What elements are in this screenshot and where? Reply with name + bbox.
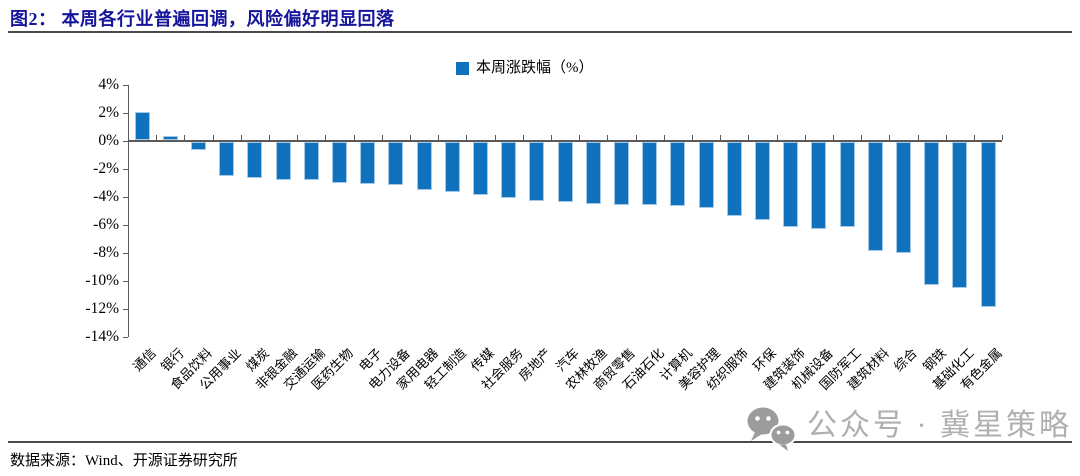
y-axis-label: -10% — [85, 272, 119, 289]
x-axis-tick — [381, 135, 383, 140]
x-axis-tick — [353, 135, 355, 140]
bar — [303, 142, 319, 180]
bar — [247, 142, 263, 179]
x-axis-tick — [522, 135, 524, 140]
y-axis-label: -12% — [85, 300, 119, 317]
x-axis-label: 综合 — [891, 345, 921, 375]
y-axis-tick — [123, 169, 128, 170]
y-axis-tick — [123, 309, 128, 310]
bar — [191, 142, 206, 151]
x-axis-tick — [156, 135, 158, 140]
x-axis-tick — [410, 135, 411, 140]
y-axis-label: -8% — [93, 244, 119, 261]
y-axis-tick — [123, 253, 128, 254]
bar — [416, 142, 432, 190]
x-axis-tick — [720, 135, 722, 140]
bar — [783, 142, 799, 228]
x-axis-tick — [663, 135, 665, 140]
x-axis-tick — [269, 135, 270, 140]
bar — [839, 142, 855, 228]
bar — [867, 142, 883, 252]
y-axis-tick — [123, 113, 128, 114]
y-axis-label: 2% — [98, 104, 119, 121]
bar — [755, 142, 770, 221]
y-axis-tick — [123, 197, 128, 198]
y-axis-label: -2% — [93, 160, 119, 177]
y-axis-label: -4% — [93, 188, 119, 205]
bar — [162, 135, 178, 140]
legend-label: 本周涨跌幅（%） — [476, 60, 594, 76]
bar — [501, 142, 517, 198]
x-axis-tick — [494, 135, 496, 140]
footer-divider — [8, 441, 1072, 443]
bar — [585, 142, 601, 204]
x-axis-tick — [692, 135, 693, 140]
x-axis-tick — [804, 135, 806, 140]
y-axis-tick — [123, 337, 128, 338]
bar — [726, 142, 742, 217]
wechat-icon — [747, 407, 797, 451]
y-axis-line — [128, 85, 129, 337]
x-axis-tick — [184, 135, 186, 140]
x-axis-tick — [240, 135, 242, 140]
figure-title: 图2： 本周各行业普遍回调，风险偏好明显回落 — [10, 9, 395, 29]
x-axis-tick — [579, 135, 581, 140]
bar — [614, 142, 629, 205]
legend-swatch — [456, 62, 469, 75]
bar — [473, 142, 488, 196]
y-axis-label: 4% — [98, 76, 119, 93]
bar — [557, 142, 573, 203]
x-axis-tick — [635, 135, 637, 140]
bar — [388, 142, 404, 186]
x-axis-tick — [551, 135, 552, 140]
x-axis-tick — [297, 135, 299, 140]
x-axis-tick — [861, 135, 863, 140]
x-axis-tick — [438, 135, 440, 140]
chart-legend: 本周涨跌幅（%） — [456, 61, 594, 76]
bar — [811, 142, 827, 229]
bar — [219, 142, 235, 176]
y-axis-label: -14% — [85, 328, 119, 345]
y-axis-label: -6% — [93, 216, 119, 233]
watermark: 公众号 · 冀星策略 — [746, 406, 1072, 452]
x-axis-label: 通信 — [130, 345, 160, 375]
x-axis-tick — [945, 135, 947, 140]
bar — [642, 142, 658, 205]
bar — [896, 142, 911, 253]
bar — [444, 142, 460, 193]
x-axis-tick — [974, 135, 975, 140]
x-axis-tick — [212, 135, 214, 140]
data-source-text: 数据来源：Wind、开源证券研究所 — [10, 453, 238, 469]
y-axis-tick — [123, 281, 128, 282]
watermark-text: 公众号 · 冀星策略 — [807, 409, 1072, 442]
x-axis-tick — [128, 135, 129, 140]
y-axis-label: 0% — [98, 132, 119, 149]
x-axis-tick — [748, 135, 750, 140]
bar — [275, 142, 291, 180]
bar — [134, 112, 150, 140]
x-axis-tick — [917, 135, 919, 140]
y-axis-tick — [123, 225, 128, 226]
y-axis-tick — [123, 141, 128, 142]
x-axis-tick — [833, 135, 834, 140]
bar — [952, 142, 968, 288]
x-axis-tick — [325, 135, 327, 140]
bar — [698, 142, 714, 208]
x-axis-tick — [607, 135, 609, 140]
x-axis-tick — [1002, 135, 1004, 140]
y-axis-tick — [123, 85, 128, 86]
title-divider — [8, 31, 1072, 33]
bar — [332, 142, 347, 183]
bar — [670, 142, 686, 207]
bar — [529, 142, 545, 201]
x-axis-tick — [776, 135, 778, 140]
x-axis-tick — [466, 135, 468, 140]
bar — [360, 142, 376, 184]
x-axis-tick — [889, 135, 891, 140]
bar — [924, 142, 940, 285]
bar — [980, 142, 996, 308]
x-axis-line — [128, 140, 1003, 142]
